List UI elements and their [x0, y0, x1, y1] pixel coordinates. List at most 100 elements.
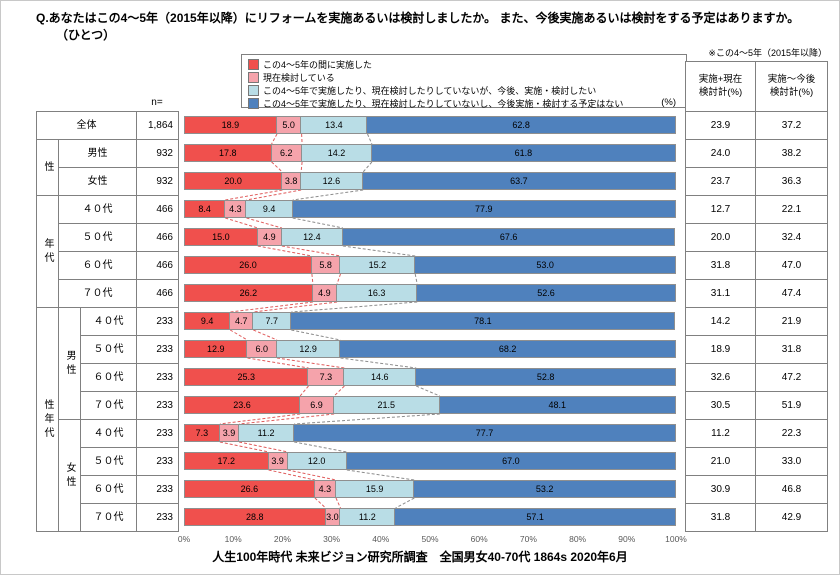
summary-future-value: 42.9 — [755, 503, 828, 532]
bar-segment-2: 13.4 — [301, 116, 368, 134]
row-label: ６０代 — [80, 475, 137, 504]
source-caption: 人生100年時代 未来ビジョン研究所調査 全国男女40-70代 1864s 20… — [212, 550, 628, 564]
x-axis-tick: 60% — [470, 534, 488, 544]
x-axis-tick: 80% — [569, 534, 587, 544]
x-axis-tick: 30% — [323, 534, 341, 544]
bar-segment-3: 67.0 — [346, 452, 676, 470]
bar-segment-3: 48.1 — [439, 396, 676, 414]
summary-current-value: 20.0 — [685, 223, 756, 252]
n-equals-label: n= — [151, 97, 163, 108]
bar-segment-3: 77.9 — [292, 200, 676, 218]
legend-label: この4〜5年で実施したり、現在検討したりしていないが、今後、実施・検討したい — [263, 86, 597, 96]
bar-segment-3: 77.7 — [294, 424, 677, 442]
x-axis-tick: 20% — [273, 534, 291, 544]
summary-future-value: 47.0 — [755, 251, 828, 280]
legend-label: 現在検討している — [263, 73, 335, 83]
row-label: 女性 — [58, 167, 137, 196]
summary-header-future-line1: 実施〜今後 — [767, 74, 816, 86]
bar-segment-1: 3.9 — [219, 424, 240, 442]
summary-header-current: 実施+現在 検討計(%) — [685, 61, 756, 112]
row-label: 全体 — [36, 111, 137, 140]
n-value: 466 — [136, 279, 179, 308]
row-label: ６０代 — [58, 251, 137, 280]
n-value: 932 — [136, 167, 179, 196]
summary-current-value: 24.0 — [685, 139, 756, 168]
n-value: 233 — [136, 419, 179, 448]
summary-current-value: 12.7 — [685, 195, 756, 224]
bar-segment-0: 25.3 — [184, 368, 309, 386]
bar-segment-2: 14.6 — [344, 368, 417, 386]
bar-segment-0: 7.3 — [184, 424, 220, 442]
summary-current-value: 21.0 — [685, 447, 756, 476]
stacked-bar: 26.6 4.3 15.9 53.2 — [184, 480, 676, 498]
bar-segment-3: 78.1 — [291, 312, 676, 330]
stacked-bar: 17.2 3.9 12.0 67.0 — [184, 452, 676, 470]
stacked-bar: 17.8 6.2 14.2 61.8 — [184, 144, 676, 162]
legend-item-future-intent: この4〜5年で実施したり、現在検討したりしていないが、今後、実施・検討したい — [248, 84, 680, 97]
row-label: 年代 — [36, 195, 59, 308]
x-axis-tick: 50% — [421, 534, 439, 544]
bar-segment-1: 6.9 — [300, 396, 334, 414]
summary-future-value: 21.9 — [755, 307, 828, 336]
bar-segment-1: 5.0 — [276, 116, 302, 134]
bar-segment-1: 4.3 — [225, 200, 247, 218]
summary-current-value: 30.9 — [685, 475, 756, 504]
bar-segment-0: 17.8 — [184, 144, 272, 162]
summary-current-value: 23.9 — [685, 111, 756, 140]
bar-segment-2: 15.2 — [340, 256, 416, 274]
bar-segment-0: 15.0 — [184, 228, 258, 246]
row-label: ５０代 — [80, 335, 137, 364]
stacked-bar: 28.8 3.0 11.2 57.1 — [184, 508, 676, 526]
stacked-bar: 18.9 5.0 13.4 62.8 — [184, 116, 676, 134]
bar-segment-3: 53.2 — [414, 480, 676, 498]
x-axis-tick: 100% — [665, 534, 687, 544]
summary-future-value: 36.3 — [755, 167, 828, 196]
bar-segment-2: 21.5 — [333, 396, 440, 414]
stacked-bar: 15.0 4.9 12.4 67.6 — [184, 228, 676, 246]
x-axis-tick: 90% — [618, 534, 636, 544]
summary-current-value: 31.1 — [685, 279, 756, 308]
bar-segment-3: 62.8 — [367, 116, 676, 134]
n-value: 233 — [136, 475, 179, 504]
legend-swatch-future-intent-icon — [248, 85, 259, 96]
row-label: ４０代 — [80, 307, 137, 336]
period-note: ※この4〜5年（2015年以降） — [708, 48, 827, 58]
bar-segment-3: 52.6 — [417, 284, 676, 302]
bar-segment-2: 12.4 — [281, 228, 343, 246]
bar-segment-2: 12.9 — [276, 340, 341, 358]
bar-segment-2: 12.0 — [287, 452, 347, 470]
summary-future-value: 37.2 — [755, 111, 828, 140]
summary-header-future: 実施〜今後 検討計(%) — [755, 61, 828, 112]
summary-future-value: 46.8 — [755, 475, 828, 504]
summary-future-value: 33.0 — [755, 447, 828, 476]
bar-segment-0: 8.4 — [184, 200, 226, 218]
bar-segment-0: 28.8 — [184, 508, 326, 526]
stacked-bar: 7.3 3.9 11.2 77.7 — [184, 424, 677, 442]
bar-segment-2: 15.9 — [336, 480, 415, 498]
bar-segment-2: 16.3 — [336, 284, 418, 302]
x-axis-tick: 0% — [177, 534, 191, 544]
bar-segment-0: 26.2 — [184, 284, 313, 302]
row-label: ５０代 — [80, 447, 137, 476]
summary-header-current-line2: 検討計(%) — [698, 86, 743, 98]
n-value: 233 — [136, 363, 179, 392]
question-subtitle: （ひとつ） — [56, 28, 116, 42]
row-label: ４０代 — [80, 419, 137, 448]
legend-item-implemented: この4〜5年の間に実施した — [248, 58, 680, 71]
legend-swatch-implemented-icon — [248, 59, 259, 70]
bar-segment-3: 57.1 — [395, 508, 676, 526]
n-value: 233 — [136, 335, 179, 364]
n-value: 233 — [136, 307, 179, 336]
bar-segment-3: 61.8 — [371, 144, 676, 162]
bar-segment-1: 3.9 — [268, 452, 288, 470]
summary-future-value: 32.4 — [755, 223, 828, 252]
summary-future-value: 47.2 — [755, 363, 828, 392]
bar-segment-1: 3.0 — [325, 508, 341, 526]
n-value: 466 — [136, 251, 179, 280]
summary-future-value: 47.4 — [755, 279, 828, 308]
bar-segment-3: 68.2 — [340, 340, 676, 358]
bar-segment-0: 12.9 — [184, 340, 248, 358]
bar-segment-3: 52.8 — [416, 368, 676, 386]
stacked-bar: 9.4 4.7 7.7 78.1 — [184, 312, 676, 330]
summary-current-value: 11.2 — [685, 419, 756, 448]
